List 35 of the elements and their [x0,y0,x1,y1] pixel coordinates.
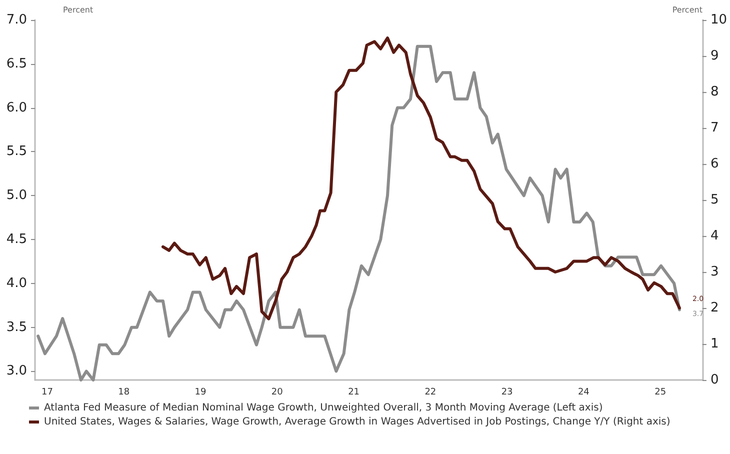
y-axis-title: Percent [63,6,94,14]
y-tick-label: 4.5 [6,232,27,248]
y2-tick-label: 1 [710,336,719,352]
x-tick-label: 17 [42,388,53,398]
y-tick-label: 5.5 [6,144,27,160]
y2-tick-label: 8 [710,84,719,100]
x-tick-label: 24 [578,388,590,398]
y2-tick-label: 6 [710,156,719,172]
y2-tick-label: 0 [710,372,719,388]
x-tick-label: 20 [271,388,284,398]
legend-label: Atlanta Fed Measure of Median Nominal Wage Growth, Unweighted Overall, 3 Month Moving Average (Left axis) [44,402,603,414]
x-tick-label: 19 [194,388,207,398]
x-tick-label: 25 [654,388,666,398]
y2-tick-label: 7 [710,120,719,136]
y2-tick-label: 10 [710,12,728,28]
x-tick-label: 22 [424,388,436,398]
line-series [161,36,681,320]
y-tick-label: 3.0 [6,364,27,379]
x-tick-label: 18 [118,388,130,398]
y2-tick-label: 2 [710,300,719,316]
x-tick-label: 21 [348,388,360,398]
legend-label: United States, Wages & Salaries, Wage Growth, Average Growth in Wages Advertised in Job Postings, Change Y/Y (Right axis) [44,416,670,428]
y-tick-label: 6.5 [6,56,27,72]
y2-tick-label: 3 [710,264,719,280]
line-series [36,44,681,382]
y2-axis-title: Percent [672,6,702,14]
y2-tick-label: 5 [710,192,719,208]
y-tick-label: 6.0 [6,100,27,116]
y-tick-label: 5.0 [6,188,27,204]
y2-tick-label: 9 [710,48,719,64]
y-tick-label: 4.0 [6,276,27,291]
y-tick-label: 3.5 [6,320,27,335]
y-tick-label: 7.0 [6,12,27,28]
x-tick-label: 23 [501,388,513,398]
y2-tick-label: 4 [710,228,719,244]
